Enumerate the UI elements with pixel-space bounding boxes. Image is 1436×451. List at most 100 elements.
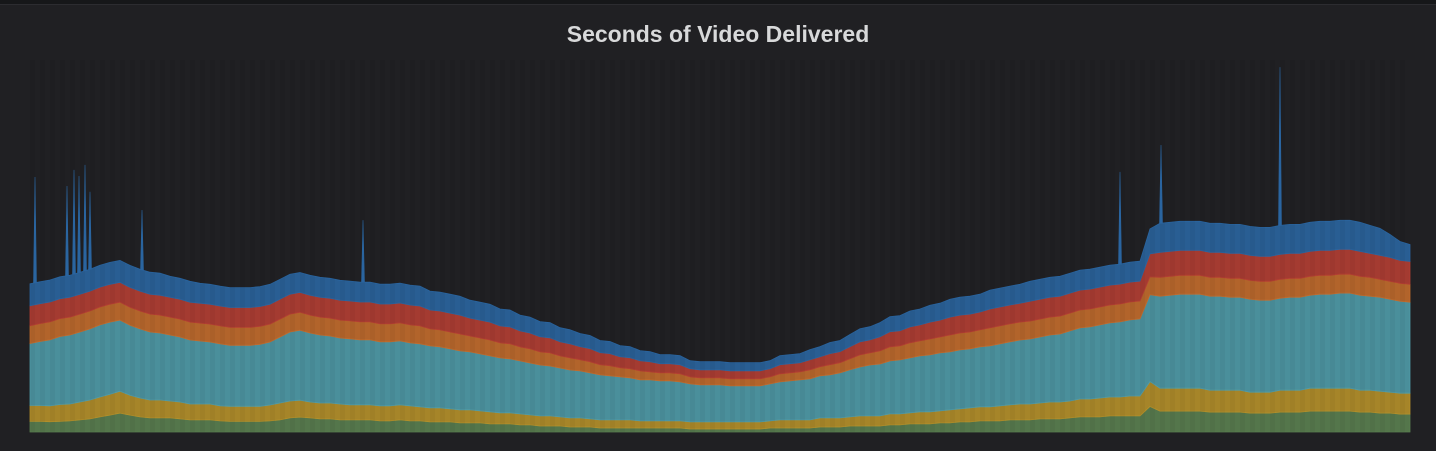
band-stripe bbox=[1380, 60, 1385, 432]
spike-7 bbox=[140, 209, 144, 271]
band-stripe bbox=[40, 60, 45, 432]
band-stripe bbox=[160, 60, 165, 432]
band-stripe bbox=[900, 60, 905, 432]
band-stripe bbox=[420, 60, 425, 432]
band-stripe bbox=[1200, 60, 1205, 432]
band-stripe bbox=[170, 60, 175, 432]
band-stripe bbox=[110, 60, 115, 432]
spike-3 bbox=[72, 169, 76, 275]
band-stripe bbox=[530, 60, 535, 432]
band-stripe bbox=[580, 60, 585, 432]
band-stripe bbox=[130, 60, 135, 432]
band-stripe bbox=[510, 60, 515, 432]
band-stripe bbox=[370, 60, 375, 432]
band-stripe bbox=[1070, 60, 1075, 432]
band-stripe bbox=[950, 60, 955, 432]
band-stripe bbox=[120, 60, 125, 432]
band-stripe bbox=[1130, 60, 1135, 432]
band-stripe bbox=[210, 60, 215, 432]
band-stripe bbox=[1010, 60, 1015, 432]
band-stripe bbox=[560, 60, 565, 432]
band-stripe bbox=[1050, 60, 1055, 432]
band-stripe bbox=[500, 60, 505, 432]
band-stripe bbox=[990, 60, 995, 432]
band-stripe bbox=[1170, 60, 1175, 432]
band-stripe bbox=[440, 60, 445, 432]
band-stripe bbox=[280, 60, 285, 432]
band-stripe bbox=[820, 60, 825, 432]
band-stripe bbox=[1060, 60, 1065, 432]
band-stripe bbox=[1270, 60, 1275, 432]
band-stripe bbox=[60, 60, 65, 432]
band-stripe bbox=[230, 60, 235, 432]
band-stripe bbox=[1190, 60, 1195, 432]
band-stripe bbox=[1220, 60, 1225, 432]
spike-9 bbox=[1118, 171, 1122, 265]
spike-11 bbox=[1278, 67, 1282, 226]
band-stripe bbox=[1110, 60, 1115, 432]
band-stripe bbox=[1330, 60, 1335, 432]
band-stripe bbox=[450, 60, 455, 432]
band-stripe bbox=[1240, 60, 1245, 432]
band-stripe bbox=[480, 60, 485, 432]
band-stripe bbox=[670, 60, 675, 432]
band-stripe bbox=[1000, 60, 1005, 432]
band-stripe bbox=[180, 60, 185, 432]
area-series-group bbox=[29, 60, 1411, 433]
band-stripe bbox=[850, 60, 855, 432]
band-stripe bbox=[1390, 60, 1395, 432]
band-stripe bbox=[650, 60, 655, 432]
band-stripe bbox=[320, 60, 325, 432]
band-stripe bbox=[310, 60, 315, 432]
band-stripe bbox=[410, 60, 415, 432]
band-stripe bbox=[260, 60, 265, 432]
band-stripe bbox=[790, 60, 795, 432]
band-stripe bbox=[50, 60, 55, 432]
band-stripe bbox=[1350, 60, 1355, 432]
band-stripe bbox=[720, 60, 725, 432]
band-stripe bbox=[340, 60, 345, 432]
band-stripe bbox=[590, 60, 595, 432]
band-stripe bbox=[390, 60, 395, 432]
band-stripe bbox=[910, 60, 915, 432]
band-stripe bbox=[490, 60, 495, 432]
spike-group bbox=[33, 67, 1282, 284]
band-stripe bbox=[870, 60, 875, 432]
band-stripe bbox=[430, 60, 435, 432]
band-stripe bbox=[930, 60, 935, 432]
band-stripe bbox=[470, 60, 475, 432]
band-stripe bbox=[1040, 60, 1045, 432]
band-stripe bbox=[760, 60, 765, 432]
band-stripe bbox=[270, 60, 275, 432]
band-stripe bbox=[970, 60, 975, 432]
band-stripe bbox=[1140, 60, 1145, 432]
band-stripe bbox=[570, 60, 575, 432]
spike-2 bbox=[65, 185, 69, 276]
band-stripe bbox=[1310, 60, 1315, 432]
band-stripe bbox=[700, 60, 705, 432]
band-stripe bbox=[540, 60, 545, 432]
band-stripe bbox=[1080, 60, 1085, 432]
spike-4 bbox=[77, 175, 81, 273]
spike-6 bbox=[88, 191, 92, 270]
band-stripe bbox=[1090, 60, 1095, 432]
band-stripe bbox=[750, 60, 755, 432]
band-stripe bbox=[840, 60, 845, 432]
band-stripe bbox=[680, 60, 685, 432]
band-stripe bbox=[300, 60, 305, 432]
area-series-6 bbox=[29, 219, 1411, 372]
band-stripe bbox=[640, 60, 645, 432]
spike-5 bbox=[83, 164, 87, 271]
band-stripe bbox=[1290, 60, 1295, 432]
band-stripe bbox=[1210, 60, 1215, 432]
band-stripe bbox=[400, 60, 405, 432]
band-stripe bbox=[520, 60, 525, 432]
band-stripe bbox=[1260, 60, 1265, 432]
band-stripe bbox=[330, 60, 335, 432]
spike-8 bbox=[361, 220, 365, 283]
band-stripe bbox=[220, 60, 225, 432]
spike-1 bbox=[33, 176, 37, 284]
band-stripe bbox=[690, 60, 695, 432]
band-stripe bbox=[380, 60, 385, 432]
